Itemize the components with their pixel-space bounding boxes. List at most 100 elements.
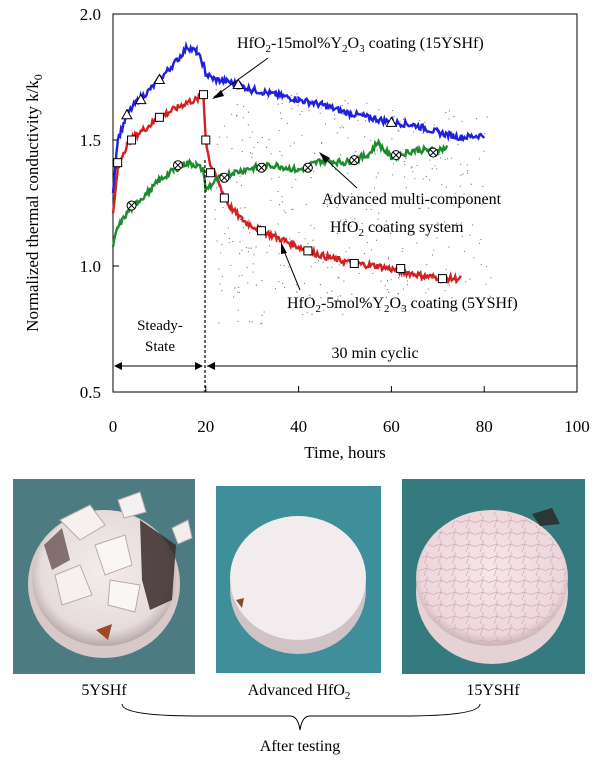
background-dot (232, 296, 235, 298)
background-dot (337, 296, 339, 298)
background-dot (385, 296, 388, 298)
annotation-15yshf: HfO2-15mol%Y2O3 coating (15YSHf) (237, 35, 484, 55)
background-dot (216, 143, 219, 145)
background-dot (248, 219, 250, 221)
background-dot (314, 261, 316, 263)
background-dot (444, 290, 446, 292)
background-dot (347, 137, 349, 139)
background-dot (288, 307, 290, 309)
background-dot (370, 249, 372, 251)
background-dot (345, 263, 347, 265)
background-dot (439, 157, 442, 159)
background-dot (251, 153, 253, 155)
background-dot (381, 227, 383, 230)
background-dot (364, 136, 366, 138)
background-dot (425, 292, 427, 294)
background-dot (366, 242, 368, 244)
background-dot (397, 129, 399, 131)
photo-advanced (216, 486, 381, 673)
background-dot (478, 299, 481, 301)
marker-triangle (134, 93, 147, 105)
background-dot (363, 253, 366, 255)
background-dot (397, 276, 400, 279)
background-dot (239, 252, 241, 254)
background-dot (279, 112, 282, 114)
background-dot (427, 288, 429, 290)
background-dot (402, 247, 404, 249)
photo-5yshf (13, 479, 195, 674)
background-dot (239, 88, 241, 91)
background-dot (325, 253, 327, 256)
background-dot (338, 277, 340, 279)
photo-15yshf-edge-spall (532, 508, 560, 526)
series-line-0 (111, 40, 486, 194)
y-tick-label: 2.0 (80, 5, 101, 24)
background-dot (292, 208, 294, 211)
x-tick-label: 0 (109, 417, 118, 436)
background-dot (357, 119, 359, 121)
x-tick-label: 100 (564, 417, 590, 436)
x-tick-label: 60 (383, 417, 400, 436)
background-dot (313, 227, 315, 229)
marker-circle-x-cross (429, 149, 437, 156)
background-dot (218, 322, 220, 324)
background-dot (373, 187, 376, 189)
marker-circle-x-cross (174, 161, 182, 169)
background-dot (459, 185, 461, 187)
background-dot (251, 131, 253, 133)
background-dot (422, 178, 424, 180)
background-dot (320, 142, 323, 144)
background-dot (266, 98, 269, 100)
background-dot (308, 109, 310, 111)
background-dot (461, 222, 463, 224)
y-axis-label: Normalized thermal conductivity k/k0 (23, 74, 45, 332)
background-dot (286, 122, 288, 125)
background-dot (434, 165, 436, 167)
background-dot (443, 221, 445, 223)
background-dot (295, 179, 297, 181)
background-dot (480, 238, 482, 241)
background-dot (448, 110, 450, 112)
background-dot (253, 254, 255, 256)
background-dot (214, 209, 216, 211)
background-dot (221, 275, 224, 278)
background-dot (454, 192, 456, 195)
photo-label-advanced-text: Advanced HfO (247, 682, 345, 699)
background-dot (284, 286, 286, 288)
background-dot (412, 171, 414, 173)
background-dot (465, 281, 467, 283)
background-dot (237, 291, 239, 293)
background-dot (469, 278, 471, 280)
cyclic-arrow-left-head (207, 362, 215, 370)
background-dot (280, 117, 283, 120)
background-dot (482, 185, 484, 188)
background-dot (252, 271, 254, 273)
steady-arrow-left-head (114, 362, 122, 370)
background-dot (291, 208, 293, 211)
background-dot (240, 207, 242, 209)
background-dot (447, 158, 449, 160)
annotation-5yshf-arrowhead (281, 242, 287, 254)
background-dot (481, 203, 483, 205)
background-dot (236, 104, 238, 106)
background-dot (219, 136, 221, 138)
background-dot (242, 105, 245, 108)
background-dot (231, 148, 233, 150)
background-dot (480, 264, 482, 266)
background-dot (483, 297, 485, 299)
background-dot (324, 123, 327, 125)
background-dot (466, 172, 469, 174)
background-dot (242, 227, 245, 229)
background-dot (358, 272, 360, 275)
background-dot (342, 113, 344, 115)
background-dot (444, 158, 446, 161)
background-dot (436, 168, 438, 170)
background-dot (441, 183, 443, 186)
background-dot (215, 187, 218, 189)
background-dot (369, 192, 371, 194)
background-dot (342, 104, 344, 107)
x-axis-ticks: 0 20 40 60 80 100 (109, 386, 590, 436)
background-dot (425, 175, 427, 178)
marker-circle-x-cross (128, 202, 135, 209)
